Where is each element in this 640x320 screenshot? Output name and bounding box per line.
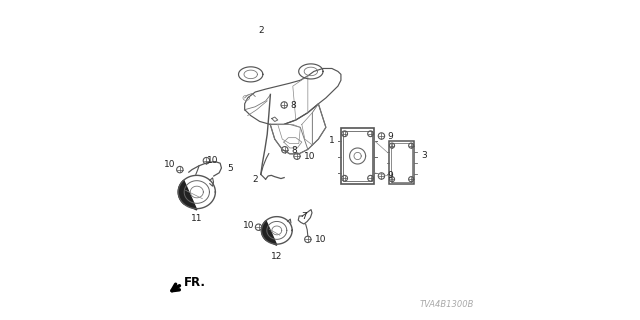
Text: 9: 9 [388,132,394,140]
Bar [391,143,412,182]
Bar [340,128,374,184]
Text: 9: 9 [388,172,394,180]
Text: 2: 2 [252,175,258,184]
Text: 10: 10 [243,221,255,230]
Polygon shape [262,221,277,245]
Text: 1: 1 [330,136,335,145]
Text: FR.: FR. [184,276,206,289]
Text: 2: 2 [258,26,264,35]
Polygon shape [178,180,197,210]
Text: 10: 10 [315,235,326,244]
Text: 10: 10 [164,160,175,169]
Text: 12: 12 [271,252,282,261]
Text: 8: 8 [292,146,298,155]
Text: 8: 8 [291,101,296,110]
Bar [344,131,372,181]
Text: 10: 10 [207,156,218,164]
Text: 10: 10 [304,152,316,161]
Bar [388,141,415,184]
Text: 3: 3 [422,151,427,160]
Text: 5: 5 [227,164,233,173]
Text: 7: 7 [301,212,307,220]
Text: TVA4B1300B: TVA4B1300B [419,300,474,309]
Text: 11: 11 [191,214,202,223]
